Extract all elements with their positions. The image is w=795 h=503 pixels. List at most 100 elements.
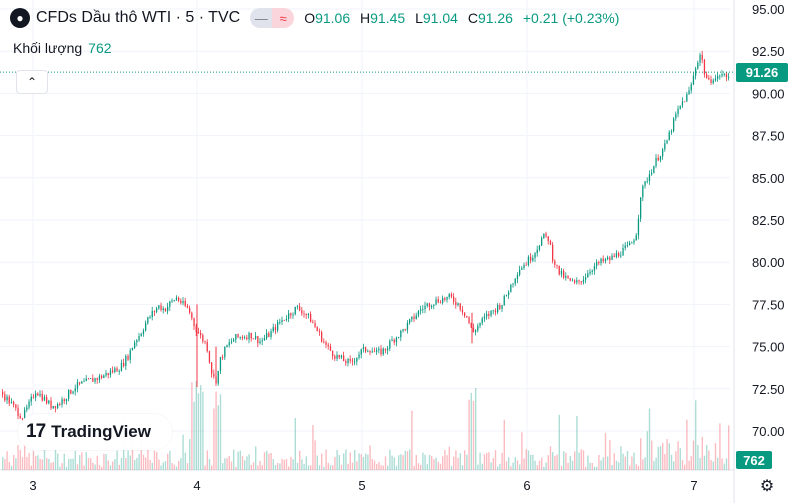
- volume-bar: [409, 449, 411, 470]
- volume-bar: [63, 453, 65, 470]
- minus-icon[interactable]: —: [250, 8, 273, 28]
- collapse-legend-button[interactable]: ⌃: [16, 70, 48, 94]
- candle-body: [492, 310, 494, 312]
- candle-body: [307, 313, 310, 316]
- y-tick-label: 70.00: [752, 424, 785, 439]
- candle-body: [525, 264, 527, 266]
- candle-body: [710, 79, 712, 83]
- candle-body: [497, 305, 499, 313]
- volume-bar: [164, 461, 167, 470]
- volume-bar: [17, 445, 19, 470]
- symbol-title[interactable]: CFDs Dầu thô WTI · 5 · TVC: [36, 9, 241, 26]
- tradingview-logo[interactable]: 17 TradingView: [18, 414, 172, 450]
- volume-bar: [547, 455, 549, 470]
- candle-body: [688, 90, 690, 95]
- volume-bar: [558, 414, 560, 470]
- candle-body: [219, 357, 222, 371]
- volume-bar: [510, 466, 512, 470]
- candle-body: [376, 350, 378, 352]
- candle-body: [446, 296, 448, 300]
- volume-bar: [494, 450, 497, 470]
- candle-body: [156, 308, 158, 312]
- candle-body: [237, 334, 239, 338]
- volume-bar: [213, 408, 215, 470]
- volume-bar: [554, 456, 556, 470]
- volume-bar: [191, 382, 193, 470]
- candle-body: [294, 306, 296, 315]
- candle-body: [554, 260, 556, 265]
- volume-bar: [585, 466, 587, 470]
- volume-bar: [675, 451, 677, 470]
- candle-body: [13, 402, 15, 405]
- candle-body: [248, 332, 250, 340]
- candle-body: [424, 305, 426, 310]
- candle-body: [659, 156, 662, 161]
- volume-bar: [389, 449, 391, 470]
- y-tick-label: 72.50: [752, 382, 785, 397]
- volume-bar: [329, 464, 332, 470]
- candle-body: [261, 340, 263, 342]
- approx-icon[interactable]: ≈: [272, 8, 295, 28]
- candle-body: [450, 294, 453, 297]
- candle-body: [299, 306, 301, 311]
- volume-legend[interactable]: Khối lượng 762: [13, 40, 112, 56]
- candle-body: [406, 322, 409, 331]
- candle-body: [464, 312, 466, 316]
- volume-bar: [360, 454, 362, 470]
- volume-bar: [160, 465, 162, 470]
- candle-body: [556, 264, 558, 266]
- volume-bar: [664, 454, 666, 470]
- volume-bar: [468, 399, 470, 470]
- y-tick-label: 80.00: [752, 255, 785, 270]
- candle-body: [358, 354, 360, 358]
- volume-bar: [371, 459, 373, 470]
- candle-body: [202, 334, 204, 342]
- volume-bar: [686, 419, 688, 470]
- candle-body: [587, 273, 589, 278]
- candle-body: [233, 339, 235, 342]
- volume-bar: [349, 452, 351, 470]
- volume-bar: [631, 456, 633, 470]
- volume-bar: [351, 462, 354, 470]
- volume-bar: [532, 454, 534, 470]
- drop-icon[interactable]: ●: [10, 8, 30, 28]
- volume-bar: [373, 460, 376, 470]
- candle-body: [83, 381, 85, 382]
- candle-body: [314, 323, 316, 328]
- candle-body: [87, 378, 90, 380]
- volume-bar: [609, 440, 611, 470]
- ohlc-values: O91.06 H91.45 L91.04 C91.26 +0.21 (+0.23…: [304, 10, 625, 26]
- volume-bar: [345, 449, 347, 470]
- volume-bar: [505, 461, 508, 470]
- chart-style-pill[interactable]: — ≈: [250, 8, 295, 28]
- volume-bar: [98, 465, 101, 470]
- candle-body: [288, 313, 290, 319]
- volume-bar: [624, 456, 626, 470]
- candle-body: [4, 394, 6, 401]
- candle-body: [409, 319, 411, 323]
- volume-bar: [145, 457, 147, 470]
- volume-bar: [629, 465, 631, 470]
- volume-bar: [307, 465, 310, 470]
- volume-bar: [116, 450, 118, 470]
- candle-body: [164, 308, 167, 312]
- volume-bar: [587, 455, 589, 470]
- candle-body: [521, 267, 523, 270]
- candle-body: [428, 303, 431, 308]
- volume-bar: [189, 438, 191, 470]
- volume-bar: [272, 459, 274, 470]
- candle-body: [651, 173, 653, 175]
- candle-body: [457, 303, 459, 306]
- volume-bar: [479, 452, 481, 470]
- volume-bar: [156, 452, 158, 470]
- volume-bar: [545, 462, 547, 470]
- candle-body: [648, 174, 651, 181]
- volume-bar: [472, 401, 475, 470]
- volume-bar: [668, 443, 670, 470]
- volume-bar: [261, 465, 263, 470]
- volume-bar: [41, 459, 43, 470]
- settings-icon[interactable]: ⚙: [759, 478, 775, 495]
- candle-body: [182, 301, 184, 304]
- volume-bar: [519, 464, 521, 470]
